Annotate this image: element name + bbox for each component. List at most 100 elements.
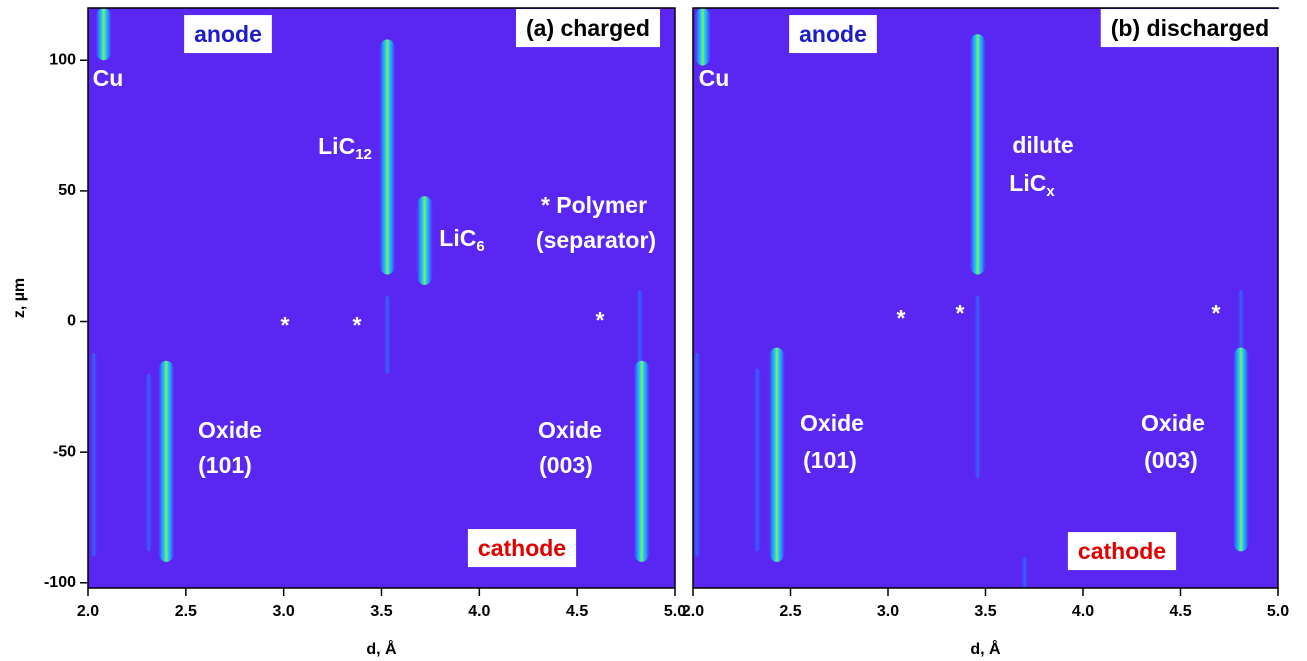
streak bbox=[89, 352, 98, 557]
annotation-text: cathode bbox=[478, 535, 566, 561]
annotation: (b) discharged bbox=[1111, 15, 1269, 41]
annotation-text: (003) bbox=[539, 452, 593, 478]
annotation: * bbox=[596, 307, 605, 333]
streak bbox=[379, 39, 396, 275]
y-axis-label: z, µm bbox=[11, 278, 28, 318]
annotation-text: Oxide bbox=[800, 410, 864, 436]
streak bbox=[1232, 347, 1249, 552]
y-tick-label: -50 bbox=[53, 443, 76, 460]
streak bbox=[753, 368, 762, 552]
annotation-text: * bbox=[1212, 300, 1221, 326]
annotation-text: LiC bbox=[318, 133, 355, 159]
annotation-text: * Polymer bbox=[541, 192, 647, 218]
annotation: Oxide bbox=[198, 417, 262, 443]
x-tick-label: 4.5 bbox=[566, 603, 588, 620]
annotation: cathode bbox=[478, 535, 566, 561]
annotation-subscript: 6 bbox=[476, 238, 484, 255]
annotation-text: Cu bbox=[699, 65, 730, 91]
annotation-text: * bbox=[596, 307, 605, 333]
annotation: anode bbox=[194, 21, 262, 47]
annotation: Cu bbox=[93, 65, 124, 91]
label-box bbox=[789, 15, 877, 54]
annotation: * bbox=[956, 300, 965, 326]
label-box bbox=[1067, 532, 1177, 571]
x-tick-label: 4.5 bbox=[1169, 603, 1191, 620]
x-axis-label: d, Å bbox=[366, 639, 397, 658]
annotation-text: * bbox=[956, 300, 965, 326]
annotation: LiC6 bbox=[439, 225, 484, 255]
annotation: Oxide bbox=[1141, 410, 1205, 436]
annotation: LiC12 bbox=[318, 133, 372, 163]
x-axis-label: d, Å bbox=[970, 639, 1001, 658]
x-tick-label: 3.5 bbox=[370, 603, 392, 620]
annotation-text: (101) bbox=[198, 452, 252, 478]
streak bbox=[694, 8, 711, 66]
streak bbox=[1236, 290, 1245, 361]
streak bbox=[416, 196, 433, 285]
annotation-text: * bbox=[353, 312, 362, 338]
streak bbox=[973, 295, 982, 479]
annotation-text: Oxide bbox=[538, 417, 602, 443]
label-box bbox=[1100, 9, 1280, 48]
annotation-text: anode bbox=[194, 21, 262, 47]
x-tick-label: 4.0 bbox=[1072, 603, 1094, 620]
annotation: * bbox=[281, 312, 290, 338]
annotation-subscript: 12 bbox=[355, 146, 372, 163]
streak bbox=[969, 34, 986, 275]
x-tick-label: 2.0 bbox=[77, 603, 99, 620]
y-tick-label: 100 bbox=[49, 51, 76, 68]
annotation: * bbox=[353, 312, 362, 338]
label-box bbox=[184, 15, 272, 54]
streak bbox=[95, 8, 112, 61]
x-tick-label: 5.0 bbox=[1267, 603, 1289, 620]
streak bbox=[383, 295, 392, 374]
label-box bbox=[467, 529, 577, 568]
streak bbox=[633, 360, 650, 562]
annotation: dilute bbox=[1012, 132, 1073, 158]
annotation: Oxide bbox=[800, 410, 864, 436]
y-tick-label: 0 bbox=[67, 313, 76, 330]
annotation: Oxide bbox=[538, 417, 602, 443]
annotation-text: LiC bbox=[1009, 170, 1046, 196]
annotation-text: Oxide bbox=[198, 417, 262, 443]
annotation-text: Cu bbox=[93, 65, 124, 91]
annotation: LiCx bbox=[1009, 170, 1055, 200]
annotation: (101) bbox=[803, 447, 857, 473]
x-tick-label: 3.5 bbox=[974, 603, 996, 620]
streak bbox=[158, 360, 175, 562]
annotation-text: Oxide bbox=[1141, 410, 1205, 436]
x-tick-label: 4.0 bbox=[468, 603, 490, 620]
x-tick-label: 3.0 bbox=[877, 603, 899, 620]
y-tick-label: -100 bbox=[44, 574, 76, 591]
x-tick-label: 5.0 bbox=[664, 603, 686, 620]
annotation-text: (a) charged bbox=[526, 15, 650, 41]
annotation: cathode bbox=[1078, 538, 1166, 564]
annotation-text: (b) discharged bbox=[1111, 15, 1269, 41]
x-tick-label: 2.0 bbox=[682, 603, 704, 620]
annotation-subscript: x bbox=[1046, 183, 1055, 200]
x-tick-label: 2.5 bbox=[779, 603, 801, 620]
annotation: (101) bbox=[198, 452, 252, 478]
annotation: * Polymer bbox=[541, 192, 647, 218]
annotation-text: * bbox=[281, 312, 290, 338]
y-tick-label: 50 bbox=[58, 182, 76, 199]
annotation-text: (003) bbox=[1144, 447, 1198, 473]
annotation: * bbox=[897, 305, 906, 331]
streak bbox=[1020, 556, 1029, 588]
annotation: (003) bbox=[539, 452, 593, 478]
annotation-text: * bbox=[897, 305, 906, 331]
annotation-text: anode bbox=[799, 21, 867, 47]
streak bbox=[768, 347, 785, 562]
annotation: (a) charged bbox=[526, 15, 650, 41]
annotation-text: cathode bbox=[1078, 538, 1166, 564]
annotation: * bbox=[1212, 300, 1221, 326]
x-tick-label: 2.5 bbox=[175, 603, 197, 620]
streak bbox=[692, 352, 701, 557]
annotation-text: dilute bbox=[1012, 132, 1073, 158]
label-box bbox=[516, 9, 660, 48]
x-tick-label: 3.0 bbox=[273, 603, 295, 620]
annotation-text: LiC bbox=[439, 225, 476, 251]
annotation: anode bbox=[799, 21, 867, 47]
annotation: Cu bbox=[699, 65, 730, 91]
